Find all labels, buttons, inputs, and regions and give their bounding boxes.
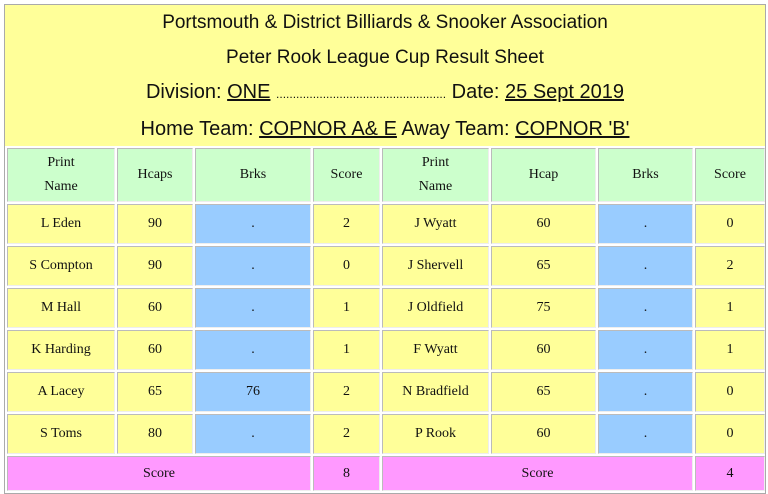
home-total-label: Score <box>7 456 311 491</box>
away-score: 1 <box>695 330 765 370</box>
away-player-name: P Rook <box>382 414 489 454</box>
away-team-label: Away Team: <box>401 118 510 140</box>
home-breaks: 76 <box>195 372 311 412</box>
away-player-name: F Wyatt <box>382 330 489 370</box>
col-home-brks: Brks <box>195 148 311 202</box>
home-player-name: S Compton <box>7 246 115 286</box>
away-score: 0 <box>695 414 765 454</box>
home-player-name: L Eden <box>7 204 115 244</box>
results-table: Print Name Hcaps Brks Score Print Name Hca… <box>5 146 767 493</box>
away-score: 2 <box>695 246 765 286</box>
dot-leader: ........................................… <box>276 87 447 101</box>
sheet-header: Portsmouth & District Billiards & Snooke… <box>5 5 765 146</box>
col-home-hcap: Hcaps <box>117 148 193 202</box>
home-hcap: 90 <box>117 246 193 286</box>
division-label: Division: <box>145 81 222 103</box>
home-breaks: . <box>195 246 311 286</box>
home-player-name: K Harding <box>7 330 115 370</box>
col-home-name: Print Name <box>7 148 115 202</box>
table-row: M Hall 60. 1 J Oldfield 75. 1 <box>7 288 765 328</box>
away-hcap: 65 <box>491 246 596 286</box>
away-hcap: 65 <box>491 372 596 412</box>
away-total: 4 <box>695 456 765 491</box>
away-player-name: J Oldfield <box>382 288 489 328</box>
home-score: 1 <box>313 330 380 370</box>
home-hcap: 60 <box>117 288 193 328</box>
away-hcap: 60 <box>491 414 596 454</box>
home-breaks: . <box>195 330 311 370</box>
away-breaks: . <box>598 414 693 454</box>
home-score: 1 <box>313 288 380 328</box>
away-player-name: N Bradfield <box>382 372 489 412</box>
col-home-score: Score <box>313 148 380 202</box>
home-team-value: COPNOR A& E <box>259 118 397 140</box>
home-breaks: . <box>195 414 311 454</box>
division-value: ONE <box>227 81 271 103</box>
date-value: 25 Sept 2019 <box>505 81 625 103</box>
table-row: A Lacey 65 76 2 N Bradfield 65. 0 <box>7 372 765 412</box>
home-player-name: A Lacey <box>7 372 115 412</box>
table-row: K Harding 60. 1 F Wyatt 60. 1 <box>7 330 765 370</box>
col-away-hcap: Hcap <box>491 148 596 202</box>
away-breaks: . <box>598 372 693 412</box>
away-score: 0 <box>695 204 765 244</box>
away-score: 0 <box>695 372 765 412</box>
col-away-score: Score <box>695 148 765 202</box>
home-hcap: 90 <box>117 204 193 244</box>
date-label: Date: <box>451 81 500 103</box>
column-header-row: Print Name Hcaps Brks Score Print Name Hca… <box>7 148 765 202</box>
away-team-value: COPNOR 'B' <box>515 118 630 140</box>
table-row: L Eden 90. 2 J Wyatt 60. 0 <box>7 204 765 244</box>
sheet-title: Peter Rook League Cup Result Sheet <box>226 47 544 68</box>
away-player-name: J Shervell <box>382 246 489 286</box>
home-total: 8 <box>313 456 380 491</box>
away-breaks: . <box>598 246 693 286</box>
table-row: S Compton 90. 0 J Shervell 65. 2 <box>7 246 765 286</box>
home-hcap: 60 <box>117 330 193 370</box>
away-hcap: 75 <box>491 288 596 328</box>
away-breaks: . <box>598 288 693 328</box>
teams-line: Home Team: COPNOR A& E Away Team: COPNOR… <box>5 112 765 147</box>
home-breaks: . <box>195 204 311 244</box>
away-player-name: J Wyatt <box>382 204 489 244</box>
away-total-label: Score <box>382 456 693 491</box>
away-breaks: . <box>598 330 693 370</box>
home-hcap: 80 <box>117 414 193 454</box>
totals-row: Score 8 Score 4 <box>7 456 765 491</box>
home-breaks: . <box>195 288 311 328</box>
col-away-name: Print Name <box>382 148 489 202</box>
home-score: 2 <box>313 372 380 412</box>
home-score: 2 <box>313 414 380 454</box>
result-sheet: Portsmouth & District Billiards & Snooke… <box>4 4 766 494</box>
away-hcap: 60 <box>491 330 596 370</box>
home-player-name: M Hall <box>7 288 115 328</box>
home-score: 0 <box>313 246 380 286</box>
col-away-brks: Brks <box>598 148 693 202</box>
home-team-label: Home Team: <box>140 118 254 140</box>
away-breaks: . <box>598 204 693 244</box>
home-score: 2 <box>313 204 380 244</box>
away-hcap: 60 <box>491 204 596 244</box>
home-player-name: S Toms <box>7 414 115 454</box>
association-title: Portsmouth & District Billiards & Snooke… <box>162 12 608 33</box>
home-hcap: 65 <box>117 372 193 412</box>
division-date-line: Division: ONE ..........................… <box>5 75 765 112</box>
table-row: S Toms 80. 2 P Rook 60. 0 <box>7 414 765 454</box>
away-score: 1 <box>695 288 765 328</box>
